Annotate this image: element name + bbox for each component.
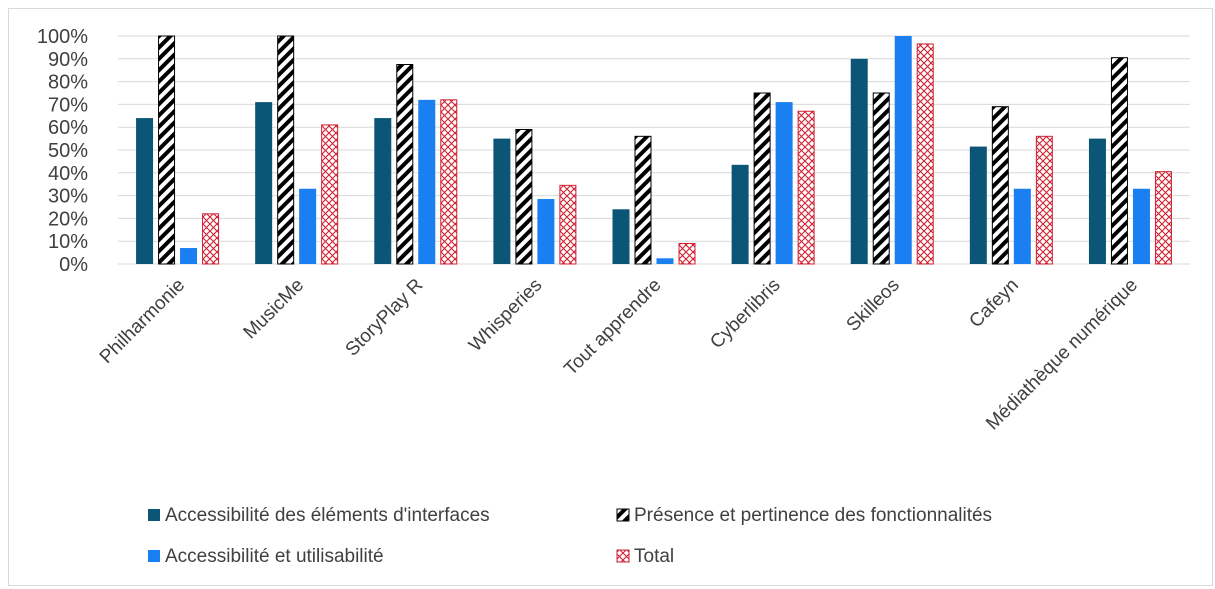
bar-0-0 bbox=[136, 118, 154, 264]
y-tick-label: 0% bbox=[59, 254, 88, 276]
bar-1-4 bbox=[634, 135, 652, 265]
x-tick-label: Skilleos bbox=[843, 275, 904, 336]
bar-3-1 bbox=[321, 124, 339, 265]
legend-label-3: Total bbox=[634, 546, 674, 567]
y-tick-label: 80% bbox=[48, 72, 88, 94]
x-tick-label: Cyberlibris bbox=[706, 275, 784, 353]
bar-2-5 bbox=[775, 102, 793, 265]
y-tick-label: 50% bbox=[48, 140, 88, 162]
bar-2-4 bbox=[656, 258, 674, 264]
bar-3-0 bbox=[202, 213, 220, 265]
bar-3-2 bbox=[440, 99, 458, 265]
bar-1-8 bbox=[1110, 57, 1128, 265]
bar-1-2 bbox=[396, 64, 414, 265]
x-tick-label: Cafeyn bbox=[965, 275, 1022, 332]
bar-0-1 bbox=[255, 102, 273, 265]
bar-2-1 bbox=[299, 188, 317, 264]
bar-1-5 bbox=[753, 92, 771, 265]
chart-frame bbox=[8, 8, 1213, 586]
legend-swatch-3 bbox=[616, 549, 630, 563]
bar-0-5 bbox=[731, 164, 749, 264]
bar-1-7 bbox=[991, 106, 1009, 265]
x-tick-label: MusicMe bbox=[240, 275, 309, 344]
bar-2-0 bbox=[180, 248, 198, 264]
legend-label-1: Présence et pertinence des fonctionnalit… bbox=[634, 505, 992, 526]
y-tick-label: 60% bbox=[48, 117, 88, 139]
legend-swatch-1 bbox=[616, 508, 630, 522]
bar-2-2 bbox=[418, 99, 436, 264]
y-tick-label: 40% bbox=[48, 163, 88, 185]
legend-label-2: Accessibilité et utilisabilité bbox=[165, 546, 384, 567]
bar-2-8 bbox=[1132, 188, 1150, 264]
bar-3-5 bbox=[797, 110, 815, 265]
legend-swatch-0 bbox=[148, 509, 160, 521]
bar-1-0 bbox=[158, 35, 176, 265]
legend-swatch-2 bbox=[148, 550, 160, 562]
bar-3-7 bbox=[1035, 135, 1053, 265]
bars bbox=[136, 35, 1172, 265]
bar-0-3 bbox=[493, 138, 511, 264]
y-tick-label: 90% bbox=[48, 49, 88, 71]
x-axis-ticks: Philharmonie MusicMe StoryPlay R Whisperies… bbox=[96, 275, 1142, 435]
y-tick-label: 100% bbox=[37, 26, 88, 48]
bar-2-3 bbox=[537, 199, 555, 264]
bar-3-3 bbox=[559, 184, 577, 265]
bar-3-4 bbox=[678, 242, 696, 265]
bar-0-7 bbox=[969, 146, 987, 264]
legend: Accessibilité des éléments d'interfaces P… bbox=[148, 505, 992, 567]
y-tick-label: 20% bbox=[48, 208, 88, 230]
bar-0-6 bbox=[850, 58, 868, 264]
x-tick-label: Philharmonie bbox=[96, 275, 189, 368]
bar-1-3 bbox=[515, 128, 533, 265]
bar-2-7 bbox=[1013, 188, 1031, 264]
bar-1-6 bbox=[872, 92, 890, 265]
x-tick-label: Whisperies bbox=[465, 275, 546, 356]
gridlines bbox=[118, 35, 1190, 265]
bar-2-6 bbox=[894, 36, 912, 264]
bar-0-8 bbox=[1088, 138, 1106, 264]
legend-label-0: Accessibilité des éléments d'interfaces bbox=[165, 505, 490, 526]
y-tick-label: 70% bbox=[48, 94, 88, 116]
bar-1-1 bbox=[277, 35, 295, 265]
bar-3-8 bbox=[1154, 171, 1172, 265]
x-tick-label: Tout apprendre bbox=[560, 275, 665, 380]
y-axis-ticks: 0%10%20%30%40%50%60%70%80%90%100% bbox=[37, 26, 88, 276]
bar-0-4 bbox=[612, 209, 630, 264]
bar-0-2 bbox=[374, 118, 392, 264]
y-tick-label: 10% bbox=[48, 231, 88, 253]
x-tick-label: StoryPlay R bbox=[342, 275, 428, 361]
y-tick-label: 30% bbox=[48, 186, 88, 208]
bar-3-6 bbox=[916, 43, 934, 265]
